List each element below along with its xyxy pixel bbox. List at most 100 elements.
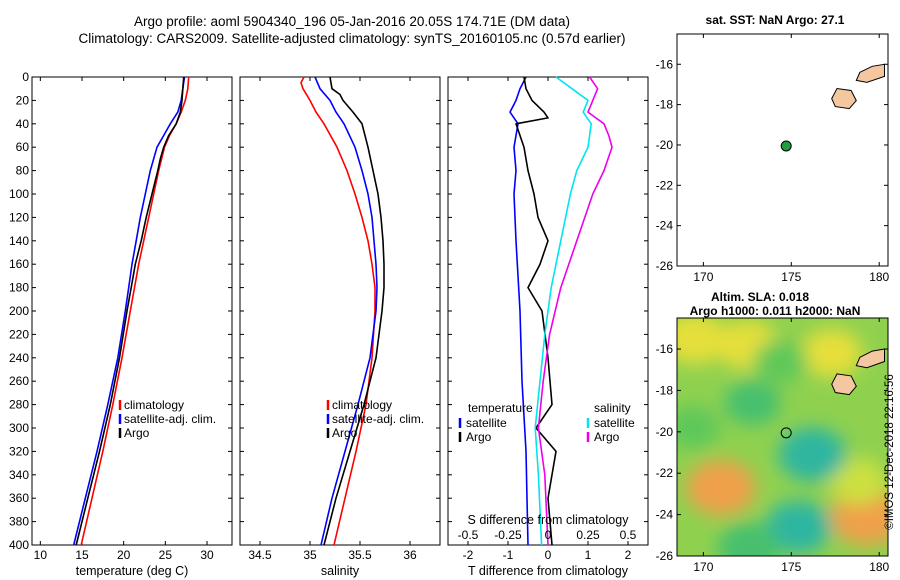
x-tick-label: 1 [585, 548, 592, 562]
map-x-tick-label: 180 [869, 270, 889, 284]
y-tick-label: 400 [9, 538, 29, 552]
map-x-tick-label: 175 [781, 270, 801, 284]
land-vanua-levu [855, 348, 885, 369]
legend-left-label: Argo [466, 430, 492, 444]
y-tick-label: 0 [22, 70, 29, 84]
sla-blob [724, 380, 781, 426]
plot-frame [31, 76, 233, 546]
altim-title-line2: Argo h1000: 0.011 h2000: NaN [690, 304, 861, 318]
imos-watermark: ©IMOS 12-Dec-2018 22:16:56 [884, 374, 896, 530]
y-tick-label: 280 [9, 398, 29, 412]
legend-label: Argo [332, 426, 358, 440]
map-y-tick-label: -24 [656, 219, 674, 233]
s-tick-label: -0.25 [494, 528, 522, 542]
plot-frame [239, 76, 441, 546]
map-y-tick-label: -22 [656, 178, 674, 192]
series-s-satellite [534, 76, 592, 546]
map-x-tick-label: 175 [781, 560, 801, 574]
y-tick-label: 180 [9, 281, 29, 295]
map-y-tick-label: -18 [656, 383, 674, 397]
map-y-tick-label: -16 [656, 57, 674, 71]
x-tick-label: 10 [34, 548, 48, 562]
sla-blob [686, 460, 756, 516]
legend-left-title: temperature [468, 401, 533, 415]
x-tick-label: -1 [503, 548, 514, 562]
x-tick-label: 25 [159, 548, 173, 562]
legend-right-label: satellite [594, 416, 635, 430]
sst-map-title: sat. SST: NaN Argo: 27.1 [706, 13, 845, 27]
y-tick-label: 100 [9, 187, 29, 201]
x-tick-label: 35.5 [348, 548, 372, 562]
x-tick-label: 20 [117, 548, 131, 562]
map-y-tick-label: -24 [656, 508, 674, 522]
y-tick-label: 140 [9, 234, 29, 248]
land-viti-levu [831, 87, 857, 110]
s-tick-label: 0 [545, 528, 552, 542]
map-x-tick-label: 180 [869, 560, 889, 574]
x-axis-label: salinity [321, 564, 360, 578]
map-y-tick-label: -20 [656, 425, 674, 439]
altimetry-map-panel: -16 -18 -20 -22 -24 -26 170 175 180 Altim. SLA: 0… [656, 290, 890, 574]
sla-blob [677, 405, 721, 450]
sla-blob [717, 522, 781, 556]
y-tick-label: 320 [9, 444, 29, 458]
map-frame [676, 33, 889, 267]
y-tick-label: 380 [9, 515, 29, 529]
x-tick-label: 35 [303, 548, 317, 562]
x-tick-label: -2 [463, 548, 474, 562]
series-satellite-adj-clim- [72, 76, 186, 546]
altim-title-line1: Altim. SLA: 0.018 [711, 290, 809, 304]
temperature-panel: 0 20 40 60 80 100 120 140 160 180 200 220 240 260 280 3… [9, 70, 233, 578]
legend-right-label: Argo [594, 430, 620, 444]
y-tick-label: 360 [9, 491, 29, 505]
map-frame [676, 317, 889, 557]
map-y-tick-label: -22 [656, 466, 674, 480]
s-axis-label: S difference from climatology [468, 513, 630, 527]
sst-map-panel: -16 -18 -20 -22 -24 -26 170 175 180 sat. SST: NaN… [656, 13, 890, 284]
x-axis-label: temperature (deg C) [76, 564, 189, 578]
sla-blob [829, 458, 888, 505]
map-y-tick-label: -16 [656, 342, 674, 356]
x-tick-label: 36 [403, 548, 417, 562]
series-t-satellite [509, 76, 529, 546]
sla-blob [753, 339, 808, 383]
y-tick-label: 260 [9, 374, 29, 388]
legend-label: satellite-adj. clim. [124, 412, 216, 426]
series-s-argo [537, 76, 613, 546]
map-x-tick-label: 170 [693, 560, 713, 574]
map-x-tick-label: 170 [693, 270, 713, 284]
legend-label: climatology [332, 398, 392, 412]
series-argo [323, 76, 385, 546]
map-y-tick-label: -26 [656, 259, 674, 273]
sla-blob [830, 487, 888, 546]
heatmap-field [677, 318, 888, 556]
s-tick-label: -0.5 [458, 528, 479, 542]
y-tick-label: 220 [9, 327, 29, 341]
series-climatology [80, 76, 190, 546]
heatmap-blobs [677, 318, 888, 556]
y-tick-label: 340 [9, 468, 29, 482]
sla-blob [677, 318, 727, 365]
land-vanua-levu [855, 63, 885, 83]
map-y-tick-label: -26 [656, 549, 674, 563]
y-tick-label: 80 [16, 164, 30, 178]
map-y-tick-label: -18 [656, 98, 674, 112]
legend-label: Argo [124, 426, 150, 440]
x-tick-label: 30 [200, 548, 214, 562]
y-tick-label: 20 [16, 93, 30, 107]
y-tick-label: 200 [9, 304, 29, 318]
map-y-tick-label: -20 [656, 138, 674, 152]
y-tick-label: 300 [9, 421, 29, 435]
legend-right-title: salinity [594, 401, 631, 415]
s-tick-label: 0.5 [620, 528, 637, 542]
salinity-panel: 34.5 35 35.5 36 salinity climatologysatellite… [239, 76, 441, 578]
profile-location-marker [780, 140, 792, 152]
y-tick-label: 40 [16, 117, 30, 131]
legend-left-label: satellite [466, 416, 507, 430]
x-tick-label: 0 [545, 548, 552, 562]
figure-title-line2: Climatology: CARS2009. Satellite-adjuste… [78, 31, 625, 46]
s-tick-label: 0.25 [576, 528, 600, 542]
profile-location-marker [780, 427, 792, 439]
y-tick-label: 160 [9, 257, 29, 271]
